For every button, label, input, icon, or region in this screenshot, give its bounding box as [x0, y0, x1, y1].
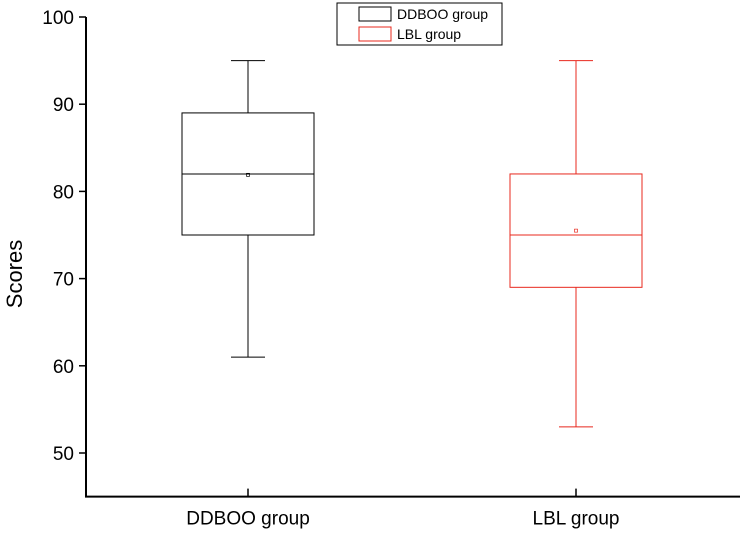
y-tick-label: 100 — [42, 8, 74, 29]
boxes — [181, 60, 643, 428]
box-ddboo-group — [181, 60, 315, 358]
y-tick-label: 90 — [53, 95, 74, 116]
legend-label: DDBOO group — [397, 6, 488, 22]
legend-swatch — [358, 6, 392, 22]
x-tick-label: LBL group — [533, 509, 620, 530]
mean-marker — [246, 172, 250, 177]
legend-label: LBL group — [397, 26, 461, 42]
y-tick-label: 70 — [53, 270, 74, 291]
iqr-box — [509, 173, 643, 288]
legend-swatch — [358, 26, 392, 42]
y-tick-label: 60 — [53, 357, 74, 378]
y-axis: 50 60 70 80 90 100 — [42, 8, 87, 497]
x-axis: DDBOO group LBL group — [85, 488, 740, 530]
y-tick-label: 80 — [53, 182, 74, 203]
box-lbl-group — [509, 60, 643, 428]
mean-marker — [574, 228, 578, 233]
legend: DDBOO group LBL group — [336, 2, 503, 46]
y-tick-label: 50 — [53, 444, 74, 465]
y-axis-label: Scores — [2, 240, 27, 308]
x-tick-label: DDBOO group — [186, 509, 310, 530]
